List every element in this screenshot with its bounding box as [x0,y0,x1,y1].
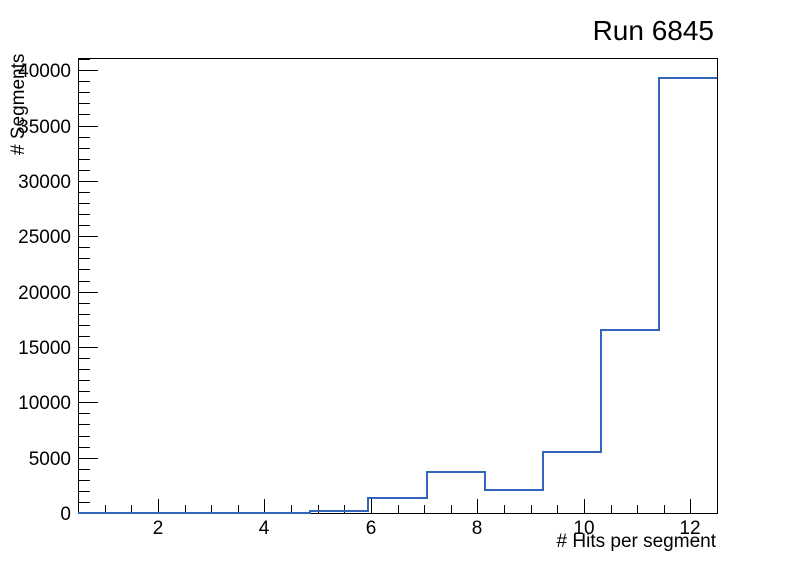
chart-title: Run 6845 [592,15,714,46]
y-tick-label: 30000 [18,172,71,193]
y-tick-label: 15000 [18,338,71,359]
y-tick-label: 10000 [18,393,71,414]
y-tick-label: 5000 [29,449,71,470]
y-tick-label: 25000 [18,227,71,248]
x-tick-label: 6 [366,518,377,539]
x-tick-label: 12 [679,518,700,539]
x-tick-label: 10 [573,518,594,539]
histogram-line [78,77,717,514]
y-tick-label: 35000 [18,117,71,138]
plot-frame [78,58,718,514]
y-axis-title: # Segments [8,53,29,155]
x-axis-title: # Hits per segment [556,531,716,552]
x-tick-label: 8 [472,518,483,539]
y-tick-label: 40000 [18,61,71,82]
x-tick-label: 2 [153,518,164,539]
y-tick-label: 0 [60,504,71,525]
y-tick-label: 20000 [18,283,71,304]
x-tick-label: 4 [259,518,270,539]
